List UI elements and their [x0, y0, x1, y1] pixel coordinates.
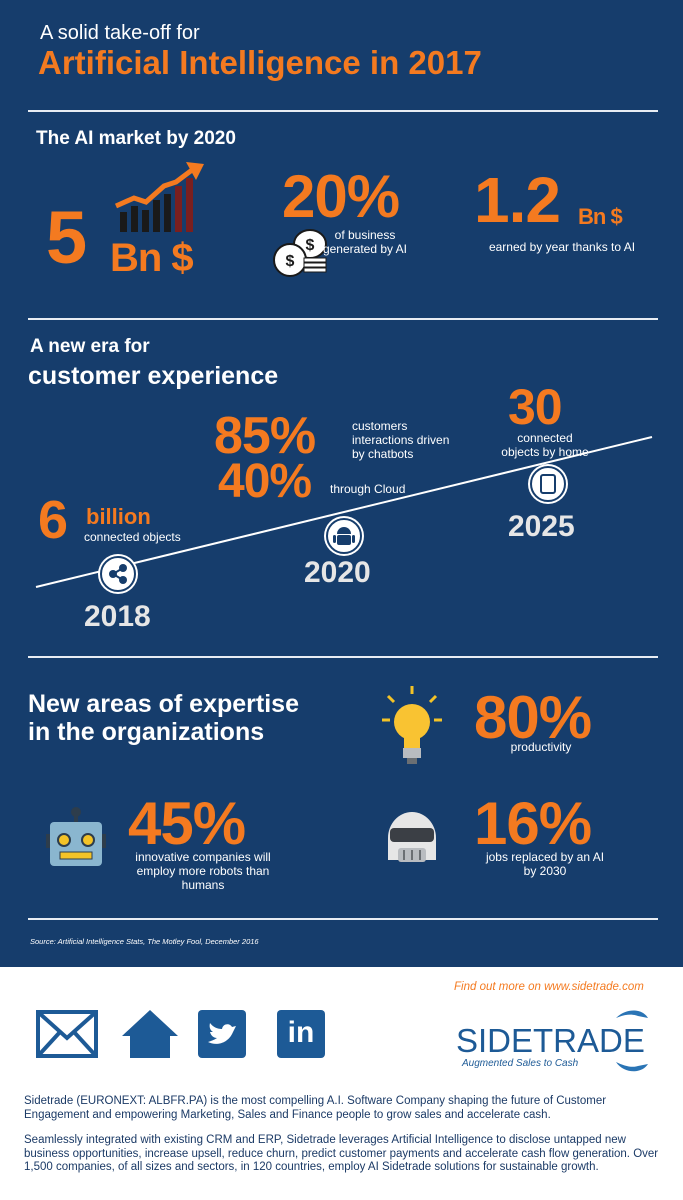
year-2018: 2018 — [84, 600, 151, 633]
sidetrade-logo-text: SIDETRADE — [456, 1022, 645, 1059]
expertise-heading-line2: in the organizations — [28, 718, 265, 746]
stat-20-label-line1: of business — [334, 228, 396, 242]
header-subtitle: A solid take-off for — [40, 22, 200, 44]
footer-paragraph-2: Seamlessly integrated with existing CRM … — [24, 1134, 659, 1173]
year-2020: 2020 — [304, 556, 371, 589]
stat-30-label-line1: connected — [517, 431, 573, 445]
sidetrade-tagline: Augmented Sales to Cash — [462, 1058, 579, 1069]
stat-45-value: 45% — [128, 790, 246, 857]
find-out-link[interactable]: Find out more on www.sidetrade.com — [454, 981, 644, 993]
timeline-line — [35, 436, 653, 588]
trend-chart-icon — [114, 162, 204, 232]
stat-6-value: 6 — [38, 490, 68, 550]
linkedin-icon[interactable]: in — [277, 1010, 325, 1058]
divider — [28, 656, 658, 658]
stat-30-value: 30 — [508, 379, 563, 435]
divider — [28, 318, 658, 320]
stat-16-value: 16% — [474, 790, 592, 857]
footer-paragraph-1: Sidetrade (EURONEXT: ALBFR.PA) is the mo… — [24, 1095, 607, 1121]
stat-1-2-label: earned by year thanks to AI — [488, 240, 636, 254]
stat-20-label-line2: generated by AI — [322, 242, 408, 256]
stat-1-2-value: 1.2 — [474, 164, 561, 236]
header-title: Artificial Intelligence in 2017 — [38, 44, 482, 81]
helmet-icon — [388, 812, 436, 862]
stat-85-label-line1: customers — [352, 419, 408, 433]
expertise-heading-line1: New areas of expertise — [28, 690, 299, 718]
stat-80-label: productivity — [510, 740, 572, 754]
mail-icon[interactable] — [36, 1010, 98, 1058]
divider — [28, 110, 658, 112]
stat-85-value: 85% — [214, 407, 316, 465]
stat-30-label-line2: objects by home — [501, 445, 589, 459]
stat-16-label-line2: by 2030 — [523, 864, 567, 878]
sidetrade-logo-icon — [616, 1010, 648, 1072]
android-icon — [326, 518, 362, 554]
stat-5-unit: Bn $ — [110, 236, 194, 280]
twitter-icon[interactable] — [198, 1010, 246, 1058]
market-heading: The AI market by 2020 — [36, 128, 236, 149]
stat-45-label-line3: humans — [181, 878, 225, 892]
stat-80-value: 80% — [474, 684, 592, 751]
customer-heading-line2: customer experience — [28, 362, 279, 390]
infographic-panel: A solid take-off for Artificial Intellig… — [0, 0, 683, 967]
customer-heading-line1: A new era for — [30, 336, 150, 357]
stat-1-2-unit: Bn $ — [578, 204, 623, 229]
stat-85-label-line3: by chatbots — [352, 447, 414, 461]
stat-5-value: 5 — [46, 196, 87, 279]
source-note: Source: Artificial Intelligence Stats, T… — [30, 937, 259, 946]
stat-45-label-line2: employ more robots than — [136, 864, 270, 878]
stat-45-label-line1: innovative companies will — [135, 850, 271, 864]
stat-40-label: through Cloud — [330, 482, 406, 496]
svg-text:$: $ — [306, 237, 315, 254]
home-icon[interactable] — [122, 1010, 178, 1058]
year-2025: 2025 — [508, 510, 575, 543]
stat-6-label: connected objects — [84, 530, 181, 544]
stat-6-unit: billion — [86, 504, 151, 529]
svg-text:$: $ — [286, 253, 295, 270]
tablet-icon — [530, 466, 566, 502]
robot-icon — [46, 807, 106, 866]
stat-20-value: 20% — [282, 163, 400, 230]
coins-icon: $ $ — [273, 229, 327, 277]
share-icon — [100, 556, 136, 592]
stat-40-value: 40% — [218, 455, 312, 508]
divider — [28, 918, 658, 920]
stat-16-label-line1: jobs replaced by an AI — [485, 850, 605, 864]
lightbulb-icon — [382, 686, 442, 764]
stat-85-label-line2: interactions driven — [352, 433, 450, 447]
